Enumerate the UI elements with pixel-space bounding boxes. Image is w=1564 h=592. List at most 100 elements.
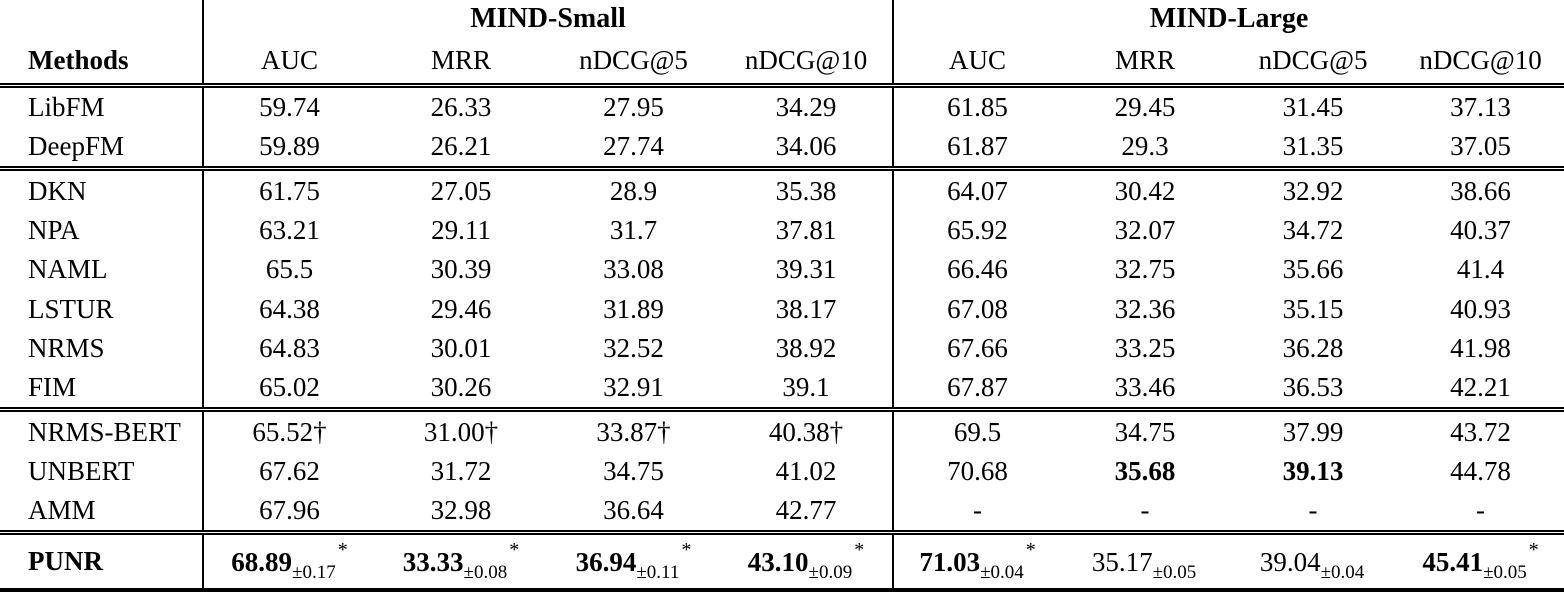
cell: 63.21	[202, 210, 375, 251]
cell: 32.91	[547, 368, 720, 413]
col-header-mrr-small: MRR	[375, 38, 547, 88]
cell: -	[892, 491, 1062, 536]
row-dkn: DKN 61.75 27.05 28.9 35.38 64.07 30.42 3…	[0, 168, 1564, 211]
method-name: NPA	[28, 214, 80, 245]
row-amm: AMM 67.96 32.98 36.64 42.77 - - - -	[0, 491, 1564, 536]
cell: 35.15	[1282, 293, 1344, 324]
row-nrms-bert: NRMS-BERT 65.52† 31.00† 33.87† 40.38† 69…	[0, 409, 1564, 452]
value-main: 68.89	[231, 547, 293, 578]
cell: 29.46	[430, 293, 492, 324]
cell: 36.53	[1229, 368, 1398, 413]
cell: 40.38†	[768, 416, 844, 447]
cell: 33.87†	[596, 416, 671, 447]
cell: 29.11	[431, 214, 491, 245]
col-header-ndcg5-large: nDCG@5	[1229, 38, 1398, 88]
cell: 39.1	[720, 368, 894, 413]
cell: 61.75	[202, 168, 375, 211]
cell: 67.66	[892, 328, 1062, 369]
row-naml: NAML 65.5 30.39 33.08 39.31 66.46 32.75 …	[0, 250, 1564, 290]
cell: 64.38	[202, 289, 375, 329]
method-name: AMM	[0, 491, 203, 536]
row-fim: FIM 65.02 30.26 32.91 39.1 67.87 33.46 3…	[0, 368, 1564, 413]
value-std: ±0.04	[1320, 562, 1365, 584]
cell: 35.38	[775, 175, 837, 206]
cell: 32.75	[1114, 254, 1176, 285]
header-group-row: MIND-Small MIND-Large	[0, 0, 1564, 39]
value-main: 45.41	[1422, 547, 1484, 578]
cell: 66.46	[892, 250, 1062, 290]
header-metrics-row: Methods AUC MRR nDCG@5 nDCG@10 AUC MRR n…	[0, 38, 1564, 88]
value-main: 39.04	[1259, 547, 1321, 578]
cell: 37.81	[775, 214, 837, 245]
cell: 64.07	[892, 168, 1062, 211]
cell: 27.05	[430, 175, 492, 206]
cell: 59.74	[202, 85, 375, 128]
value-std: ±0.08	[463, 562, 508, 584]
cell: 71.03±0.04*	[892, 532, 1062, 592]
cell: 30.26	[375, 368, 547, 413]
cell: 30.42	[1114, 175, 1176, 206]
cell: 33.08	[603, 254, 664, 285]
row-libfm: LibFM 59.74 26.33 27.95 34.29 61.85 29.4…	[0, 85, 1564, 128]
cell: 40.93	[1450, 293, 1511, 324]
cell: 36.28	[1282, 332, 1344, 363]
value-std: ±0.09	[808, 562, 853, 584]
cell: 26.33	[430, 91, 492, 122]
cell-best-value: 35.68	[1114, 455, 1176, 486]
cell: 34.75	[603, 455, 664, 486]
cell: 59.89	[202, 127, 375, 172]
cell: 26.21	[375, 127, 547, 172]
cell: 37.05	[1397, 127, 1564, 172]
cell: 65.92	[892, 210, 1062, 251]
cell: -	[1397, 491, 1564, 536]
cell: 38.66	[1450, 175, 1511, 206]
cell: 31.00†	[423, 416, 499, 447]
cell: 42.77	[720, 491, 894, 536]
cell: 27.74	[547, 127, 720, 172]
value-std: ±0.04	[980, 562, 1024, 584]
method-name: FIM	[0, 368, 203, 413]
value-std: ±0.05	[1483, 562, 1527, 584]
cell: 33.33±0.08*	[375, 532, 547, 592]
cell-best-value: 39.13	[1282, 455, 1344, 486]
row-nrms: NRMS 64.83 30.01 32.52 38.92 67.66 33.25…	[0, 328, 1564, 369]
value-main: 36.94	[575, 547, 637, 578]
cell: 29.45	[1114, 91, 1176, 122]
value-main: 71.03	[919, 547, 981, 578]
col-header-ndcg10-small: nDCG@10	[720, 38, 894, 88]
significance-asterisk: *	[681, 539, 692, 562]
significance-asterisk: *	[854, 539, 865, 562]
col-group-mind-large: MIND-Large	[892, 0, 1564, 39]
cell: 37.99	[1282, 416, 1344, 447]
col-header-ndcg10-large: nDCG@10	[1397, 38, 1564, 88]
method-name: UNBERT	[28, 455, 135, 486]
row-punr: PUNR 68.89±0.17* 33.33±0.08* 36.94±0.11*…	[0, 532, 1564, 592]
cell: 36.94±0.11*	[547, 532, 720, 592]
col-header-ndcg5-small: nDCG@5	[547, 38, 720, 88]
method-name: NAML	[28, 254, 108, 285]
method-name: LibFM	[28, 91, 105, 122]
cell: 67.87	[892, 368, 1062, 413]
cell: 32.07	[1114, 214, 1176, 245]
cell: 40.37	[1450, 214, 1511, 245]
method-name: NRMS-BERT	[28, 416, 181, 447]
cell: 28.9	[609, 175, 658, 206]
col-header-methods: Methods	[0, 38, 203, 88]
cell: 31.72	[430, 455, 492, 486]
cell: 39.31	[775, 254, 837, 285]
cell: 31.35	[1229, 127, 1398, 172]
method-name: NRMS	[28, 332, 105, 363]
value-main: 35.17	[1091, 547, 1153, 578]
cell: 43.72	[1450, 416, 1511, 447]
row-lstur: LSTUR 64.38 29.46 31.89 38.17 67.08 32.3…	[0, 289, 1564, 329]
cell: 43.10±0.09*	[720, 532, 894, 592]
cell: 61.85	[892, 85, 1062, 128]
cell: 32.52	[603, 332, 664, 363]
cell: 67.62	[202, 451, 375, 492]
row-unbert: UNBERT 67.62 31.72 34.75 41.02 70.68 35.…	[0, 451, 1564, 492]
col-header-auc-large: AUC	[892, 38, 1062, 88]
cell: 34.72	[1282, 214, 1344, 245]
cell: 32.92	[1282, 175, 1344, 206]
cell: 33.25	[1114, 332, 1176, 363]
cell: 38.17	[775, 293, 837, 324]
